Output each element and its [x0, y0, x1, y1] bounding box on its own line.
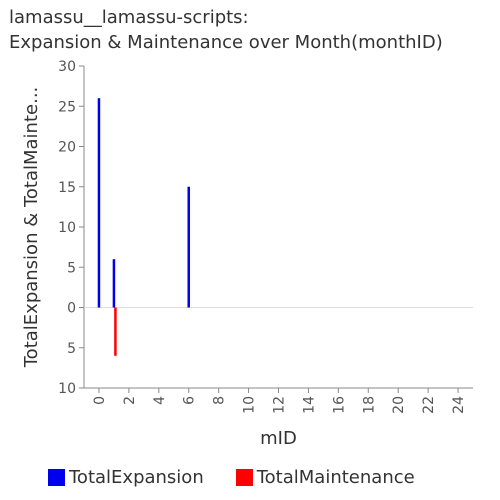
y-tick-label: 15: [58, 180, 76, 196]
chart-title-line-1: lamassu__lamassu-scripts:: [9, 7, 249, 28]
x-tick-label: 8: [212, 396, 228, 405]
y-tick-label: 5: [67, 260, 76, 276]
x-tick-label: 22: [421, 396, 437, 414]
legend: TotalExpansion TotalMaintenance: [48, 465, 447, 489]
x-tick-label: 2: [122, 396, 138, 405]
bar-totalmaintenance[interactable]: [114, 307, 117, 356]
x-tick-label: 16: [331, 396, 347, 414]
chart-title-line-2: Expansion & Maintenance over Month(month…: [9, 32, 443, 53]
x-tick-label: 20: [391, 396, 407, 414]
x-tick-label: 12: [272, 396, 288, 414]
legend-item-total-maintenance[interactable]: TotalMaintenance: [235, 466, 415, 488]
y-tick-label: 0: [67, 301, 76, 317]
legend-swatch-total-maintenance: [235, 468, 253, 486]
chart-title: lamassu__lamassu-scripts: Expansion & Ma…: [9, 5, 443, 55]
x-tick-label: 24: [451, 396, 467, 414]
bar-totalexpansion[interactable]: [97, 98, 101, 308]
x-axis: 0 2 4 6 8 10 12 14 16 18 20 22 24: [84, 307, 473, 414]
y-tick-label: 30: [58, 59, 76, 75]
bar-totalexpansion[interactable]: [187, 186, 190, 308]
legend-label-total-expansion: TotalExpansion: [69, 466, 204, 488]
y-tick-label: 25: [58, 99, 76, 115]
legend-item-total-expansion[interactable]: TotalExpansion: [48, 467, 204, 488]
bars: [97, 98, 190, 356]
y-axis: 10 5 0 5 10 15 20 25 30: [58, 59, 85, 397]
legend-label-total-maintenance: TotalMaintenance: [256, 466, 415, 488]
x-axis-title: mID: [260, 428, 297, 449]
x-tick-label: 18: [361, 396, 377, 414]
bar-totalexpansion[interactable]: [112, 259, 116, 308]
y-tick-label: 20: [58, 140, 76, 156]
legend-swatch-total-expansion: [48, 468, 65, 486]
x-tick-label: 10: [242, 396, 258, 414]
y-tick-label: 10: [58, 220, 76, 236]
x-tick-label: 6: [182, 396, 198, 405]
x-tick-label: 14: [301, 396, 317, 414]
x-tick-label: 4: [152, 396, 168, 405]
y-axis-title: TotalExpansion & TotalMainte...: [21, 87, 42, 369]
y-tick-label: 10: [58, 381, 76, 397]
y-tick-label: 5: [67, 341, 76, 357]
x-tick-label: 0: [92, 396, 108, 405]
